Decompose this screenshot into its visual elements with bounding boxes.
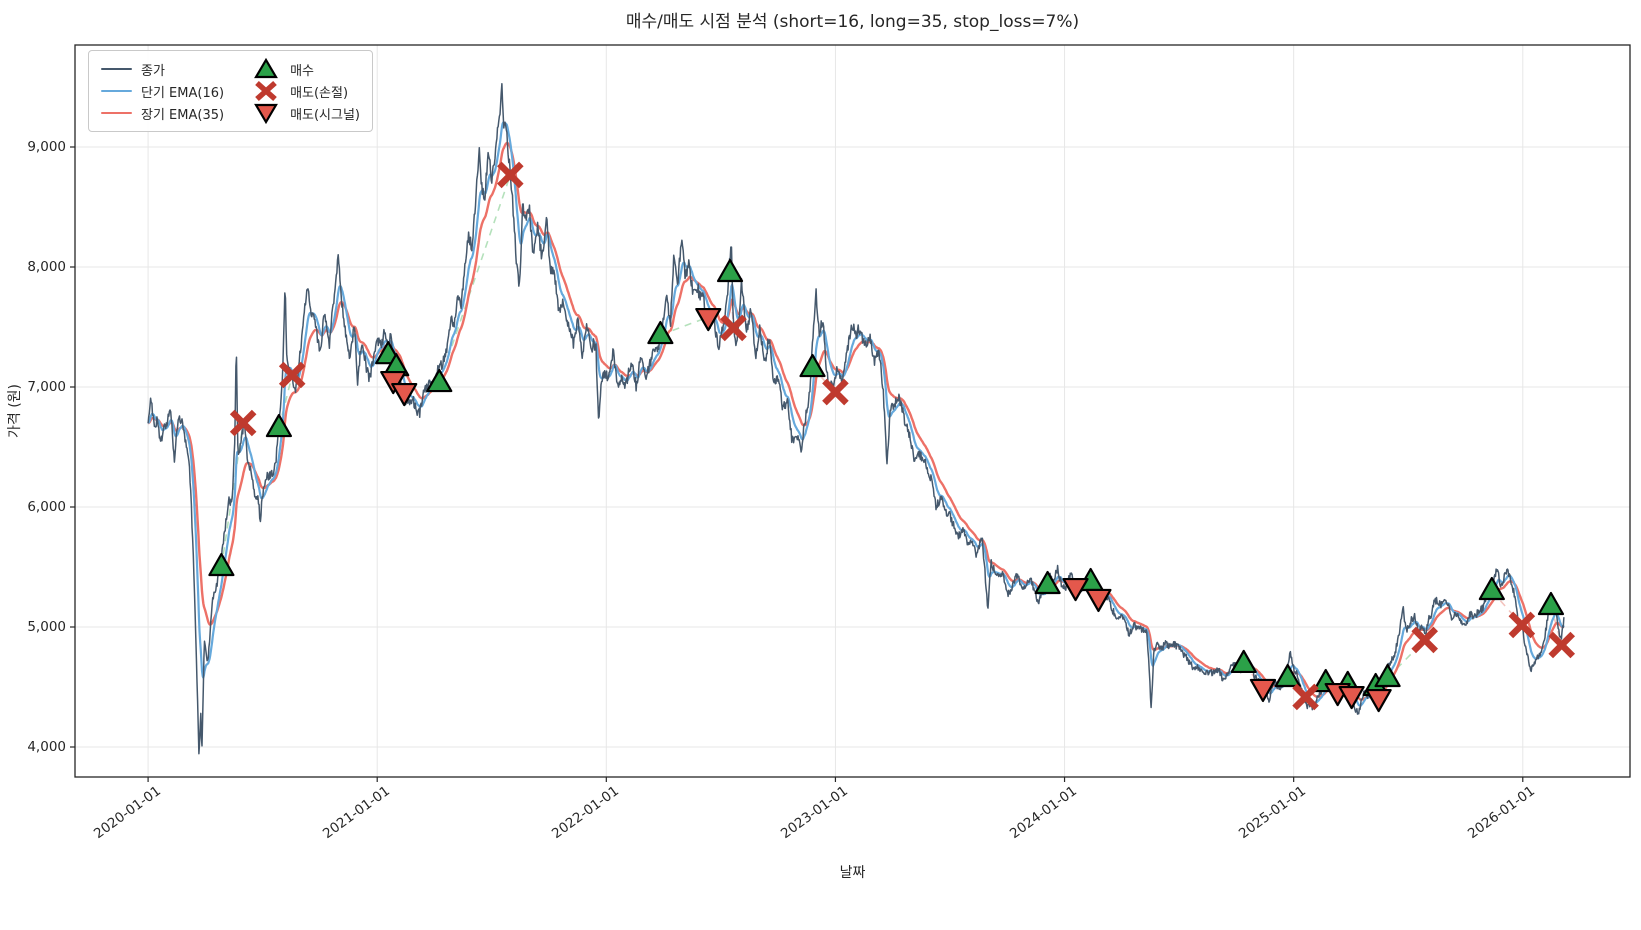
legend-item: 단기 EMA(16) <box>101 82 224 101</box>
close-line <box>147 82 1565 755</box>
trade-line <box>278 374 293 429</box>
legend-item-label: 매도(손절) <box>290 85 349 101</box>
sell-signal-marker <box>1062 577 1089 602</box>
buy-marker <box>1274 663 1301 688</box>
legend-swatch <box>101 67 132 71</box>
y-tick-label: 5,000 <box>27 619 66 635</box>
buy-marker <box>647 320 674 345</box>
chart-title: 매수/매도 시점 분석 (short=16, long=35, stop_los… <box>625 12 1080 32</box>
trade-line <box>438 174 512 384</box>
legend-item: 종가 <box>101 60 224 79</box>
sell-stop-marker <box>1292 683 1319 711</box>
sell-stop-marker <box>720 314 747 342</box>
legend-item: 매도(손절) <box>250 80 360 102</box>
buy-marker <box>426 368 453 393</box>
buy-marker <box>1478 576 1505 601</box>
legend-line-swatch <box>101 67 132 71</box>
sell-stop-x-icon <box>254 80 277 102</box>
sell-signal-marker <box>695 307 722 332</box>
buy-marker <box>265 413 293 438</box>
legend-item-label: 종가 <box>141 63 165 79</box>
sell-signal-triangle-icon <box>253 103 278 124</box>
y-tick-label: 8,000 <box>27 259 66 275</box>
legend-swatch <box>101 111 132 115</box>
buy-marker <box>799 353 826 378</box>
legend-item-label: 매수 <box>290 63 314 79</box>
y-tick-label: 4,000 <box>27 739 66 755</box>
sell-signal-marker <box>391 382 418 407</box>
trade-line <box>660 316 709 336</box>
y-tick-label: 7,000 <box>27 379 66 395</box>
sell-stop-marker <box>1548 631 1576 659</box>
buy-marker <box>208 552 235 577</box>
legend-item: 매도(시그널) <box>250 102 360 124</box>
buy-marker <box>716 258 744 283</box>
buy-marker <box>1034 570 1061 595</box>
sell-signal-marker <box>1085 588 1112 613</box>
legend-swatch <box>101 89 132 93</box>
legend-item-label: 단기 EMA(16) <box>141 85 225 101</box>
legend-line-swatch <box>101 111 132 115</box>
buy-marker <box>1374 663 1401 688</box>
buy-marker <box>1537 591 1565 616</box>
sell-signal-marker <box>1338 685 1365 710</box>
legend-line-swatch <box>101 89 132 93</box>
x-axis-label: 날짜 <box>839 865 866 881</box>
sell-stop-marker <box>822 378 849 406</box>
sell-signal-marker <box>1365 688 1392 713</box>
legend-marker-swatch <box>250 58 281 80</box>
buy-marker <box>1230 649 1257 674</box>
legend-item: 매수 <box>250 58 360 80</box>
sell-signal-marker <box>380 370 407 395</box>
sell-stop-marker <box>278 361 306 389</box>
sell-signal-marker <box>1249 678 1277 703</box>
legend-marker-swatch <box>250 102 281 124</box>
legend-item-label: 장기 EMA(35) <box>141 107 225 123</box>
buy-triangle-icon <box>253 58 278 79</box>
legend-item: 장기 EMA(35) <box>101 104 224 123</box>
y-tick-label: 9,000 <box>27 139 66 155</box>
plot-frame <box>74 44 1631 778</box>
legend-marker-swatch <box>250 80 281 102</box>
sell-stop-marker <box>229 409 257 437</box>
ema-short-line <box>147 121 1565 707</box>
sell-stop-marker <box>497 161 524 189</box>
y-tick-label: 6,000 <box>27 499 66 515</box>
sell-stop-marker <box>1508 611 1536 639</box>
ema-long-line <box>147 141 1565 701</box>
legend-item-label: 매도(시그널) <box>290 107 361 123</box>
sell-stop-marker <box>1411 626 1439 654</box>
